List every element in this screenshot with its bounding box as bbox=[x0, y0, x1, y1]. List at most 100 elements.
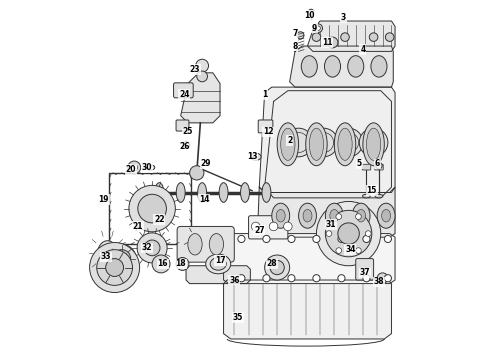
Circle shape bbox=[263, 275, 270, 282]
Polygon shape bbox=[181, 73, 220, 123]
Circle shape bbox=[384, 275, 392, 282]
Ellipse shape bbox=[303, 210, 312, 222]
Circle shape bbox=[238, 235, 245, 243]
Circle shape bbox=[144, 240, 160, 256]
FancyBboxPatch shape bbox=[173, 83, 193, 98]
Text: 35: 35 bbox=[233, 313, 243, 322]
Text: 5: 5 bbox=[357, 159, 362, 168]
Text: 6: 6 bbox=[374, 159, 380, 168]
Text: 28: 28 bbox=[267, 260, 277, 269]
Ellipse shape bbox=[250, 153, 261, 160]
FancyBboxPatch shape bbox=[177, 226, 234, 262]
Circle shape bbox=[265, 255, 290, 280]
Ellipse shape bbox=[146, 165, 155, 170]
Text: 32: 32 bbox=[142, 243, 152, 252]
Circle shape bbox=[317, 202, 381, 266]
Circle shape bbox=[334, 128, 363, 157]
Circle shape bbox=[113, 249, 131, 267]
Text: 23: 23 bbox=[190, 65, 200, 74]
Text: 16: 16 bbox=[158, 260, 168, 269]
Text: 29: 29 bbox=[200, 159, 211, 168]
Circle shape bbox=[316, 26, 320, 30]
Text: 9: 9 bbox=[312, 24, 318, 33]
Ellipse shape bbox=[188, 234, 202, 255]
Circle shape bbox=[356, 214, 361, 220]
Ellipse shape bbox=[348, 56, 364, 77]
Ellipse shape bbox=[281, 128, 295, 160]
Circle shape bbox=[363, 275, 370, 282]
Text: 3: 3 bbox=[341, 13, 346, 22]
Circle shape bbox=[152, 255, 170, 273]
Ellipse shape bbox=[209, 234, 223, 255]
Ellipse shape bbox=[301, 56, 318, 77]
Circle shape bbox=[196, 59, 209, 72]
Text: 1: 1 bbox=[262, 90, 267, 99]
Ellipse shape bbox=[352, 203, 370, 228]
Circle shape bbox=[341, 33, 349, 41]
Ellipse shape bbox=[334, 123, 356, 166]
Text: 27: 27 bbox=[254, 225, 265, 234]
Circle shape bbox=[270, 222, 278, 231]
Circle shape bbox=[284, 128, 313, 157]
Circle shape bbox=[107, 244, 136, 273]
Ellipse shape bbox=[375, 194, 383, 198]
Text: 30: 30 bbox=[142, 163, 152, 172]
Text: 18: 18 bbox=[175, 260, 186, 269]
Text: 2: 2 bbox=[287, 136, 292, 145]
Circle shape bbox=[97, 249, 132, 285]
Circle shape bbox=[238, 275, 245, 282]
Ellipse shape bbox=[98, 241, 117, 266]
Ellipse shape bbox=[219, 183, 228, 202]
Circle shape bbox=[326, 231, 332, 237]
Circle shape bbox=[312, 33, 321, 41]
Text: 24: 24 bbox=[179, 90, 190, 99]
Polygon shape bbox=[223, 234, 395, 284]
Ellipse shape bbox=[382, 210, 391, 222]
Circle shape bbox=[313, 235, 320, 243]
Text: 20: 20 bbox=[125, 165, 136, 174]
Text: 21: 21 bbox=[133, 222, 143, 231]
Circle shape bbox=[376, 162, 382, 169]
Circle shape bbox=[288, 235, 295, 243]
Text: 37: 37 bbox=[359, 268, 370, 277]
Circle shape bbox=[190, 166, 204, 180]
Ellipse shape bbox=[306, 123, 327, 166]
Circle shape bbox=[176, 257, 189, 270]
Text: 22: 22 bbox=[154, 215, 165, 224]
FancyBboxPatch shape bbox=[248, 216, 288, 239]
Text: 17: 17 bbox=[215, 256, 225, 265]
Polygon shape bbox=[265, 91, 392, 198]
Ellipse shape bbox=[338, 128, 352, 160]
Circle shape bbox=[270, 260, 284, 275]
Ellipse shape bbox=[155, 183, 164, 202]
Circle shape bbox=[197, 71, 207, 82]
Ellipse shape bbox=[206, 254, 231, 274]
Circle shape bbox=[138, 194, 167, 223]
Ellipse shape bbox=[309, 128, 323, 160]
FancyBboxPatch shape bbox=[176, 120, 189, 131]
Circle shape bbox=[338, 235, 345, 243]
Circle shape bbox=[137, 233, 167, 263]
Circle shape bbox=[356, 248, 361, 253]
Text: 13: 13 bbox=[247, 152, 257, 161]
Circle shape bbox=[90, 243, 140, 293]
Ellipse shape bbox=[325, 203, 343, 228]
Ellipse shape bbox=[197, 183, 207, 202]
Circle shape bbox=[366, 231, 371, 237]
Text: 8: 8 bbox=[293, 41, 298, 50]
Text: 10: 10 bbox=[304, 11, 315, 20]
Circle shape bbox=[377, 273, 388, 284]
Circle shape bbox=[128, 161, 141, 174]
Ellipse shape bbox=[371, 56, 387, 77]
FancyBboxPatch shape bbox=[375, 164, 383, 170]
Polygon shape bbox=[308, 21, 395, 51]
Circle shape bbox=[288, 275, 295, 282]
Polygon shape bbox=[258, 187, 395, 237]
Circle shape bbox=[314, 24, 322, 32]
Text: 38: 38 bbox=[374, 277, 384, 286]
Circle shape bbox=[336, 214, 342, 220]
Circle shape bbox=[338, 275, 345, 282]
Text: 31: 31 bbox=[325, 220, 336, 229]
Text: 11: 11 bbox=[322, 38, 332, 47]
Circle shape bbox=[325, 210, 372, 257]
